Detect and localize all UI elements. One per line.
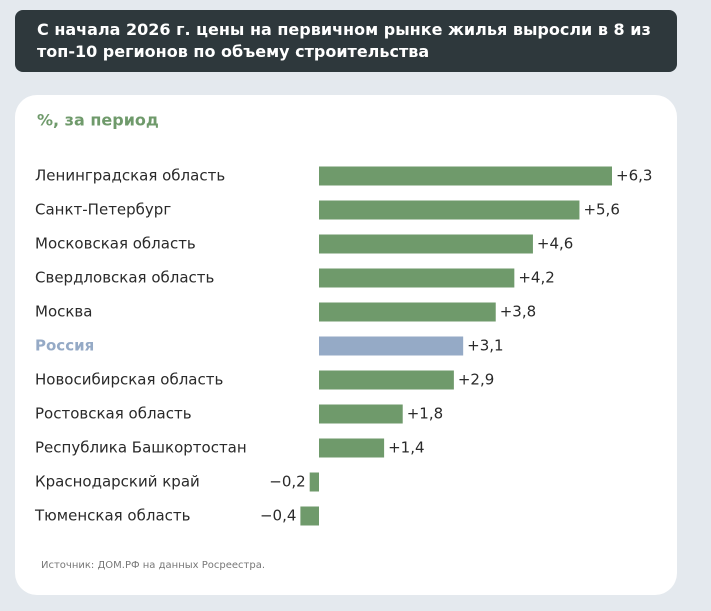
value-label: +2,9 (458, 371, 494, 389)
bar (319, 200, 580, 220)
bar (319, 370, 454, 390)
category-label: Свердловская область (35, 269, 214, 287)
chart-card: %, за период Источник: ДОМ.РФ на данных … (15, 95, 677, 595)
source-note: Источник: ДОМ.РФ на данных Росреестра. (41, 560, 265, 571)
category-label: Республика Башкортостан (35, 439, 247, 457)
value-label: +3,8 (500, 303, 536, 321)
value-label: +4,6 (537, 235, 573, 253)
category-label: Новосибирская область (35, 371, 223, 389)
category-label: Санкт-Петербург (35, 201, 171, 219)
value-label: +6,3 (616, 167, 652, 185)
value-label: +4,2 (518, 269, 554, 287)
bar (319, 404, 403, 424)
bar (319, 166, 612, 186)
bar (319, 438, 385, 458)
bar (319, 336, 464, 356)
category-label: Ленинградская область (35, 167, 225, 185)
bar (319, 268, 515, 288)
category-label: Россия (35, 337, 94, 355)
value-label: +1,4 (388, 439, 424, 457)
value-label: −0,2 (269, 473, 305, 491)
category-label: Московская область (35, 235, 196, 253)
value-label: +1,8 (407, 405, 443, 423)
chart: %, за период Источник: ДОМ.РФ на данных … (34, 111, 652, 572)
bar (309, 472, 319, 492)
category-label: Ростовская область (35, 405, 192, 423)
bar (300, 506, 319, 526)
category-label: Краснодарский край (35, 473, 200, 491)
category-label: Москва (35, 303, 92, 321)
value-label: −0,4 (260, 507, 296, 525)
chart-title: С начала 2026 г. цены на первичном рынке… (15, 10, 677, 72)
value-label: +5,6 (583, 201, 619, 219)
chart-subtitle: %, за период (37, 111, 159, 130)
bar (319, 302, 496, 322)
value-label: +3,1 (467, 337, 503, 355)
category-label: Тюменская область (34, 507, 190, 525)
bar (319, 234, 533, 254)
